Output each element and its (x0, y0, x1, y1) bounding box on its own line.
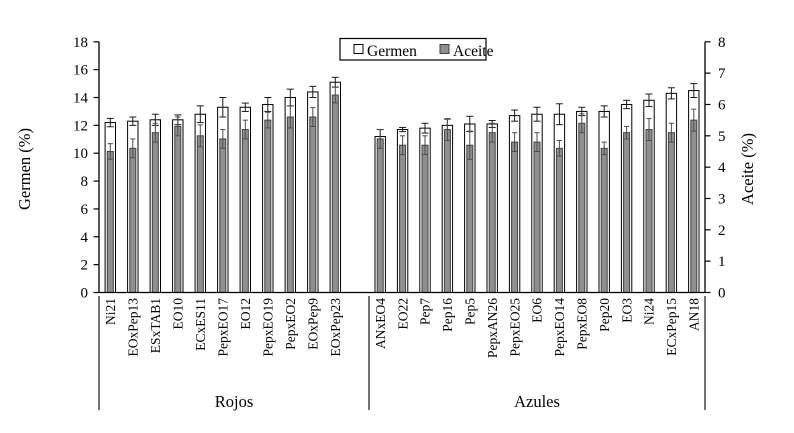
category-label-Ni24: Ni24 (642, 298, 657, 325)
left-axis-tick-label: 14 (73, 91, 89, 107)
bar-aceite-AN18 (690, 119, 698, 293)
group-label-azules: Azules (514, 392, 560, 411)
bar-aceite-ANxEO4 (376, 138, 384, 293)
category-label-PepxAN26: PepxAN26 (485, 298, 500, 358)
category-label-PepxEO19: PepxEO19 (261, 298, 276, 357)
right-axis-tick-label: 5 (718, 129, 726, 145)
category-label-PepxEO17: PepxEO17 (216, 298, 231, 357)
bar-aceite-PepxEO25 (511, 141, 519, 293)
category-label-EO12: EO12 (238, 298, 253, 330)
bar-aceite-Pep20 (600, 147, 608, 293)
bar-aceite-PepxEO14 (555, 147, 563, 293)
category-label-Pep7: Pep7 (418, 298, 433, 325)
category-label-EOxPep9: EOxPep9 (306, 298, 321, 350)
bar-aceite-EO10 (174, 125, 182, 293)
bar-aceite-PepxEO17 (219, 138, 227, 293)
bar-aceite-PepxEO2 (286, 116, 294, 294)
left-axis-tick-label: 8 (81, 174, 89, 190)
bar-aceite-ECxES11 (196, 135, 204, 293)
category-label-Pep16: Pep16 (440, 298, 455, 332)
bar-aceite-EO12 (241, 129, 249, 293)
bar-aceite-EOxPep23 (331, 94, 339, 294)
bar-aceite-PepxEO8 (578, 122, 586, 293)
bar-aceite-PepxEO19 (264, 119, 272, 293)
left-axis-tick-label: 18 (73, 35, 88, 51)
right-axis-tick-label: 1 (718, 254, 726, 270)
left-axis-tick-label: 10 (73, 146, 88, 162)
category-label-EO22: EO22 (395, 298, 410, 330)
bar-aceite-Pep16 (443, 129, 451, 293)
category-label-ECxES11: ECxES11 (193, 298, 208, 351)
right-axis-tick-label: 2 (718, 223, 726, 239)
bar-aceite-Ni21 (106, 150, 114, 293)
bar-aceite-Pep7 (421, 144, 429, 293)
category-label-Pep20: Pep20 (597, 298, 612, 332)
category-label-PepxEO2: PepxEO2 (283, 298, 298, 350)
left-axis-tick-label: 16 (73, 63, 89, 79)
category-label-PepxEO8: PepxEO8 (575, 298, 590, 350)
right-axis-tick-label: 3 (718, 191, 726, 207)
right-axis-title: Aceite (%) (738, 133, 757, 205)
legend-swatch-germen (353, 44, 364, 54)
right-axis-tick-label: 7 (718, 66, 726, 82)
category-label-ESxTAB1: ESxTAB1 (148, 298, 163, 353)
category-label-Pep5: Pep5 (463, 298, 478, 325)
left-axis-title: Germen (%) (15, 128, 34, 210)
category-label-PepxEO14: PepxEO14 (552, 298, 567, 357)
right-axis-tick-label: 4 (718, 160, 726, 176)
right-axis-tick-label: 8 (718, 35, 726, 51)
category-label-EO10: EO10 (171, 298, 186, 330)
legend-swatch-aceite (439, 44, 450, 54)
right-axis-tick-label: 0 (718, 286, 726, 302)
category-label-EO6: EO6 (530, 298, 545, 323)
category-label-ANxEO4: ANxEO4 (373, 298, 388, 349)
right-axis-tick-label: 6 (718, 97, 726, 113)
bar-aceite-ESxTAB1 (151, 132, 159, 293)
category-label-PepxEO25: PepxEO25 (507, 298, 522, 357)
left-axis-tick-label: 12 (73, 118, 88, 134)
bar-aceite-EO6 (533, 141, 541, 293)
left-axis-tick-label: 0 (81, 286, 89, 302)
bar-aceite-EO22 (399, 144, 407, 293)
group-label-rojos: Rojos (215, 392, 254, 411)
left-axis-tick-label: 2 (81, 258, 89, 274)
category-label-ECxPep15: ECxPep15 (664, 298, 679, 356)
category-label-EO3: EO3 (619, 298, 634, 323)
category-label-EOxPep13: EOxPep13 (126, 298, 141, 357)
category-label-Ni21: Ni21 (103, 298, 118, 325)
legend-label-aceite: Aceite (453, 43, 494, 60)
bar-aceite-Ni24 (645, 129, 653, 293)
bar-aceite-EO3 (623, 132, 631, 293)
category-label-AN18: AN18 (687, 298, 702, 331)
bar-aceite-EOxPep13 (129, 147, 137, 293)
bar-aceite-PepxAN26 (488, 132, 496, 293)
left-axis-tick-label: 4 (81, 230, 89, 246)
bar-aceite-Pep5 (466, 144, 474, 293)
category-label-EOxPep23: EOxPep23 (328, 298, 343, 357)
legend-label-germen: Germen (367, 43, 417, 60)
legend-box (339, 37, 487, 61)
left-axis-tick-label: 6 (81, 202, 89, 218)
bar-aceite-EOxPep9 (309, 116, 317, 294)
bar-aceite-ECxPep15 (667, 132, 675, 293)
